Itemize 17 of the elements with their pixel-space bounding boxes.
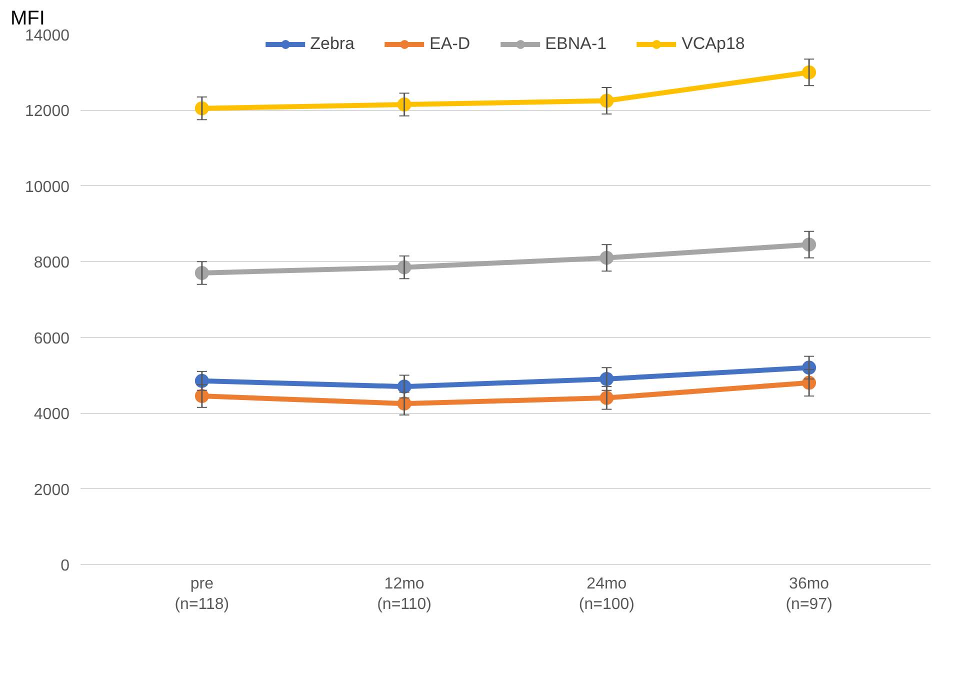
y-tick-label: 0 [60, 558, 70, 574]
legend-label: Zebra [310, 34, 355, 54]
y-axis-title: MFI [10, 8, 45, 30]
y-tick-label: 2000 [34, 482, 70, 499]
legend-label: EBNA-1 [545, 34, 607, 54]
y-tick-label: 8000 [34, 254, 70, 272]
y-tick-label: 4000 [34, 406, 70, 424]
y-tick-label: 14000 [25, 28, 70, 44]
y-tick-label: 10000 [25, 178, 70, 196]
legend-label: VCAp18 [682, 34, 745, 54]
y-tick-label: 6000 [34, 330, 70, 348]
x-tick-label: 12mo (n=110) [377, 576, 432, 613]
y-tick-label: 12000 [25, 103, 70, 120]
legend-label: EA-D [430, 34, 470, 54]
x-tick-label: pre (n=118) [174, 576, 230, 613]
x-tick-label: 24mo (n=100) [578, 576, 634, 613]
x-tick-label: 36mo (n=97) [786, 576, 832, 613]
